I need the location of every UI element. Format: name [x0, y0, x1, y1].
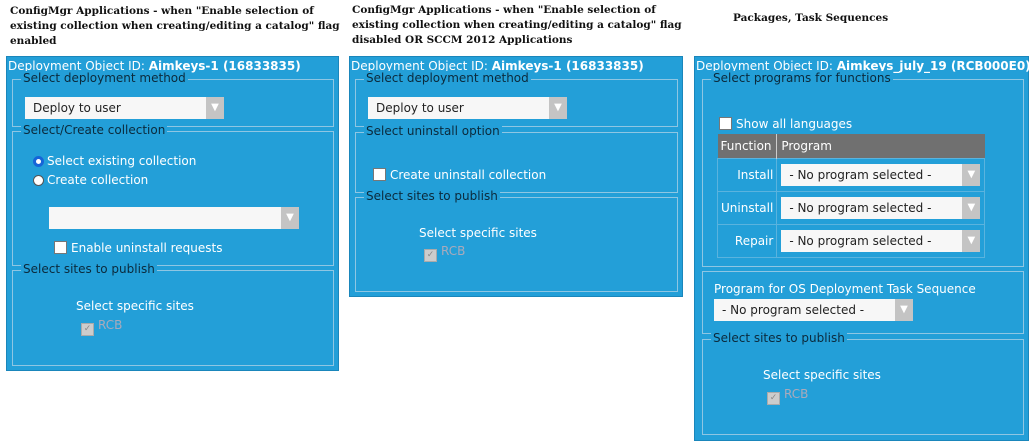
deployment-method-select[interactable]: Deploy to user ▼ — [25, 97, 224, 119]
panel-packages: Deployment Object ID: Aimkeys_july_19 (R… — [694, 56, 1031, 441]
group-legend: Select sites to publish — [364, 189, 500, 203]
chevron-down-icon: ▼ — [281, 207, 299, 229]
table-row: Install - No program selected - ▼ — [716, 157, 986, 192]
chevron-down-icon: ▼ — [962, 196, 981, 219]
deployment-id: Deployment Object ID: Aimkeys-1 (1683383… — [8, 59, 301, 73]
column-header-function: Function — [717, 134, 778, 158]
table-row: Uninstall - No program selected - ▼ — [716, 190, 986, 225]
group-legend: Select deployment method — [21, 71, 188, 85]
chevron-down-icon: ▼ — [206, 97, 224, 119]
function-cell: Install — [716, 157, 778, 192]
os-program-label: Program for OS Deployment Task Sequence — [714, 282, 976, 296]
os-program-select[interactable]: - No program selected - ▼ — [714, 299, 913, 321]
heading-2: ConfigMgr Applications - when "Enable se… — [352, 4, 682, 46]
function-cell: Repair — [716, 223, 778, 258]
os-program-group: Program for OS Deployment Task Sequence … — [702, 271, 1024, 334]
chevron-down-icon: ▼ — [962, 163, 981, 186]
column-header-program: Program — [781, 138, 832, 153]
method-group: Select deployment method Deploy to user ▼ — [12, 71, 334, 127]
group-legend: Select programs for functions — [711, 71, 893, 85]
chevron-down-icon: ▼ — [549, 97, 567, 119]
sites-label: Select specific sites — [419, 226, 537, 240]
sites-group: Select sites to publish Select specific … — [702, 331, 1024, 435]
site-checkbox-rcb[interactable]: ✓ RCB — [767, 387, 808, 405]
create-uninstall-checkbox[interactable]: Create uninstall collection — [373, 168, 546, 182]
group-legend: Select sites to publish — [711, 331, 847, 345]
radio-create-collection[interactable]: Create collection — [33, 173, 148, 187]
table-row: Repair - No program selected - ▼ — [716, 223, 986, 258]
sites-label: Select specific sites — [763, 368, 881, 382]
program-select[interactable]: - No program selected - ▼ — [781, 229, 981, 252]
panel-disabled: Deployment Object ID: Aimkeys-1 (1683383… — [349, 56, 683, 297]
site-checkbox-rcb[interactable]: ✓ RCB — [424, 244, 465, 262]
sites-label: Select specific sites — [76, 299, 194, 313]
deployment-method-select[interactable]: Deploy to user ▼ — [368, 97, 567, 119]
deployment-id: Deployment Object ID: Aimkeys-1 (1683383… — [351, 59, 644, 73]
chevron-down-icon: ▼ — [962, 229, 981, 252]
uninstall-group: Select uninstall option Create uninstall… — [355, 124, 678, 193]
collection-group: Select/Create collection Select existing… — [12, 123, 334, 266]
group-legend: Select sites to publish — [21, 262, 157, 276]
programs-table: Function Program Install - No program sel… — [716, 134, 986, 258]
heading-1: ConfigMgr Applications - when "Enable se… — [10, 5, 340, 47]
method-group: Select deployment method Deploy to user ▼ — [355, 71, 678, 127]
program-select[interactable]: - No program selected - ▼ — [781, 163, 981, 186]
group-legend: Select uninstall option — [364, 124, 502, 138]
enable-uninstall-checkbox[interactable]: Enable uninstall requests — [54, 241, 223, 255]
deployment-id: Deployment Object ID: Aimkeys_july_19 (R… — [696, 59, 1031, 73]
group-legend: Select deployment method — [364, 71, 531, 85]
sites-group: Select sites to publish Select specific … — [12, 262, 334, 366]
site-checkbox-rcb[interactable]: ✓ RCB — [81, 318, 122, 336]
program-select[interactable]: - No program selected - ▼ — [781, 196, 981, 219]
sites-group: Select sites to publish Select specific … — [355, 189, 678, 292]
programs-group: Select programs for functions Show all l… — [702, 71, 1024, 267]
chevron-down-icon: ▼ — [895, 299, 913, 321]
panel-enabled: Deployment Object ID: Aimkeys-1 (1683383… — [6, 56, 339, 371]
function-cell: Uninstall — [716, 190, 778, 225]
group-legend: Select/Create collection — [21, 123, 168, 137]
heading-3: Packages, Task Sequences — [733, 12, 889, 24]
radio-select-existing[interactable]: Select existing collection — [33, 154, 196, 168]
show-all-languages-checkbox[interactable]: Show all languages — [719, 117, 852, 131]
collection-select[interactable]: ▼ — [49, 207, 299, 229]
